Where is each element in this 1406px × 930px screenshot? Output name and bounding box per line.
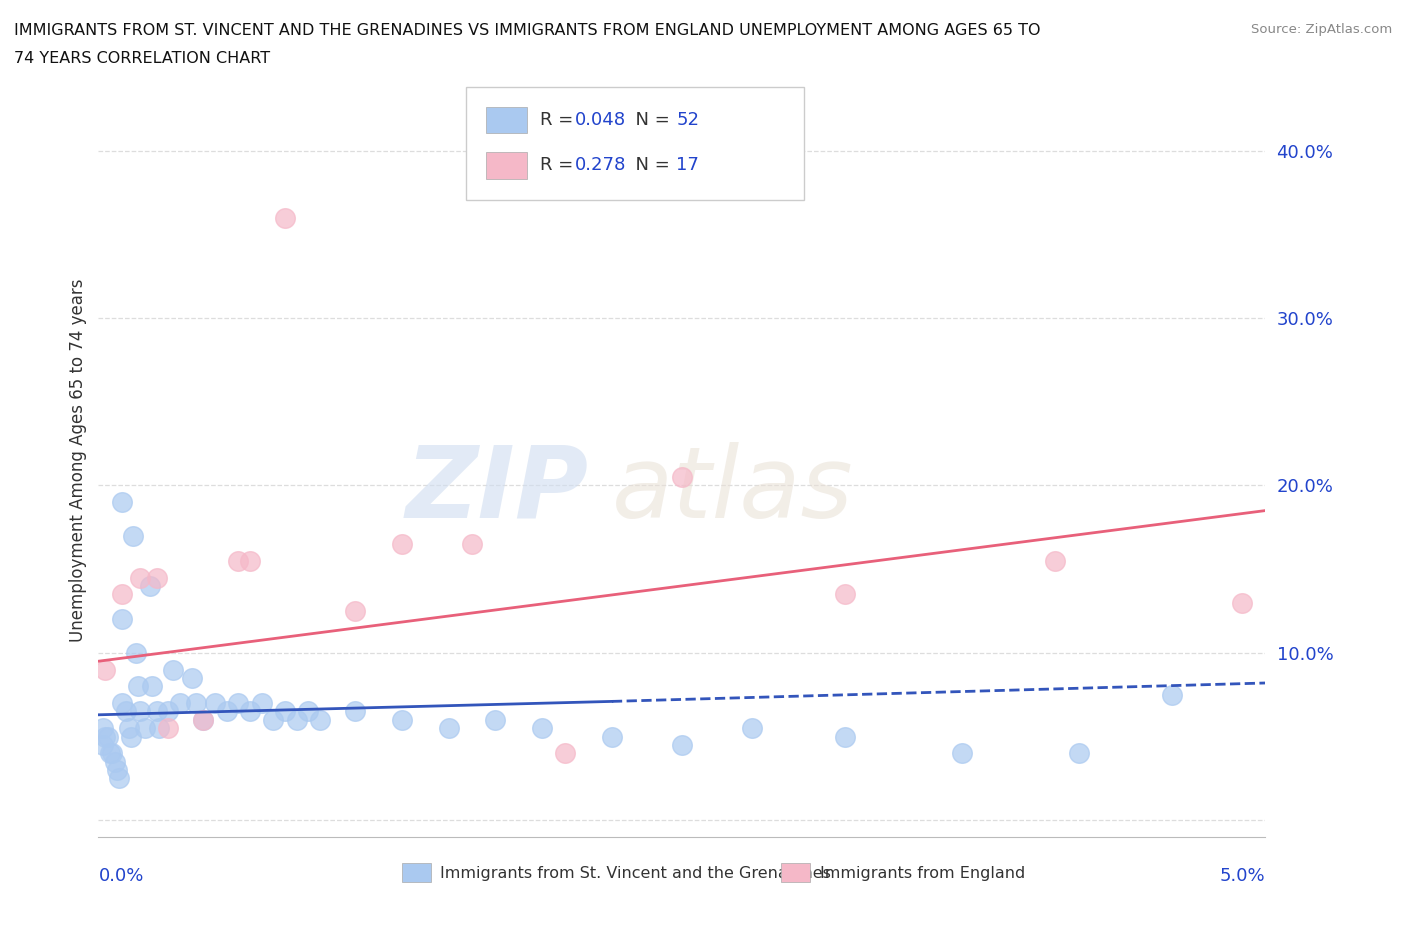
- Point: [94, 729, 117, 744]
- Point: [101, 746, 124, 761]
- Text: N =: N =: [624, 156, 675, 174]
- Text: 0.278: 0.278: [575, 156, 626, 174]
- Text: 5.0%: 5.0%: [1220, 867, 1265, 885]
- Point: [834, 729, 856, 744]
- Point: [344, 604, 367, 618]
- Point: [97, 729, 120, 744]
- Point: [129, 704, 152, 719]
- Point: [180, 671, 202, 685]
- Text: 52: 52: [676, 111, 699, 129]
- Text: Source: ZipAtlas.com: Source: ZipAtlas.com: [1251, 23, 1392, 36]
- Bar: [782, 863, 810, 883]
- Point: [91, 737, 114, 752]
- Point: [741, 721, 763, 736]
- Point: [111, 495, 134, 510]
- Point: [162, 662, 184, 677]
- FancyBboxPatch shape: [465, 87, 804, 201]
- Point: [146, 704, 169, 719]
- Point: [950, 746, 973, 761]
- Text: R =: R =: [540, 156, 578, 174]
- Bar: [486, 153, 527, 179]
- Point: [94, 662, 117, 677]
- Point: [148, 721, 170, 736]
- Point: [193, 712, 215, 727]
- Point: [1230, 595, 1253, 610]
- Point: [118, 721, 141, 736]
- Point: [671, 470, 693, 485]
- Point: [309, 712, 332, 727]
- Text: Immigrants from England: Immigrants from England: [820, 866, 1025, 881]
- Point: [139, 578, 162, 593]
- Point: [169, 696, 191, 711]
- Point: [834, 587, 856, 602]
- Point: [111, 612, 134, 627]
- Y-axis label: Unemployment Among Ages 65 to 74 years: Unemployment Among Ages 65 to 74 years: [69, 279, 87, 642]
- Point: [91, 721, 114, 736]
- Point: [297, 704, 319, 719]
- Point: [204, 696, 226, 711]
- Point: [129, 570, 152, 585]
- Point: [554, 746, 576, 761]
- Point: [228, 553, 250, 568]
- Point: [461, 537, 484, 551]
- Point: [125, 645, 148, 660]
- Point: [530, 721, 553, 736]
- Text: IMMIGRANTS FROM ST. VINCENT AND THE GRENADINES VS IMMIGRANTS FROM ENGLAND UNEMPL: IMMIGRANTS FROM ST. VINCENT AND THE GREN…: [14, 23, 1040, 38]
- Point: [122, 528, 145, 543]
- Point: [1161, 687, 1184, 702]
- Point: [1045, 553, 1067, 568]
- Point: [484, 712, 506, 727]
- Point: [391, 712, 413, 727]
- Point: [186, 696, 208, 711]
- Text: atlas: atlas: [612, 442, 853, 539]
- Bar: [402, 863, 432, 883]
- Point: [274, 704, 297, 719]
- Point: [391, 537, 413, 551]
- Point: [285, 712, 308, 727]
- Point: [250, 696, 273, 711]
- Text: Immigrants from St. Vincent and the Grenadines: Immigrants from St. Vincent and the Gren…: [440, 866, 831, 881]
- Point: [671, 737, 693, 752]
- Text: ZIP: ZIP: [405, 442, 589, 539]
- Point: [111, 587, 134, 602]
- Point: [104, 754, 127, 769]
- Point: [157, 704, 180, 719]
- Point: [193, 712, 215, 727]
- Point: [262, 712, 284, 727]
- Point: [344, 704, 367, 719]
- Point: [146, 570, 169, 585]
- Point: [600, 729, 623, 744]
- Point: [98, 746, 121, 761]
- Text: N =: N =: [624, 111, 675, 129]
- Point: [108, 771, 131, 786]
- Point: [105, 763, 128, 777]
- Point: [239, 704, 262, 719]
- Point: [157, 721, 180, 736]
- Point: [239, 553, 262, 568]
- Point: [437, 721, 460, 736]
- Bar: [486, 107, 527, 133]
- Point: [228, 696, 250, 711]
- Point: [215, 704, 238, 719]
- Point: [1067, 746, 1090, 761]
- Point: [274, 210, 297, 225]
- Point: [141, 679, 163, 694]
- Point: [115, 704, 138, 719]
- Point: [111, 696, 134, 711]
- Point: [127, 679, 149, 694]
- Point: [134, 721, 156, 736]
- Text: 0.048: 0.048: [575, 111, 626, 129]
- Text: 17: 17: [676, 156, 699, 174]
- Text: 0.0%: 0.0%: [98, 867, 143, 885]
- Text: R =: R =: [540, 111, 578, 129]
- Text: 74 YEARS CORRELATION CHART: 74 YEARS CORRELATION CHART: [14, 51, 270, 66]
- Point: [120, 729, 142, 744]
